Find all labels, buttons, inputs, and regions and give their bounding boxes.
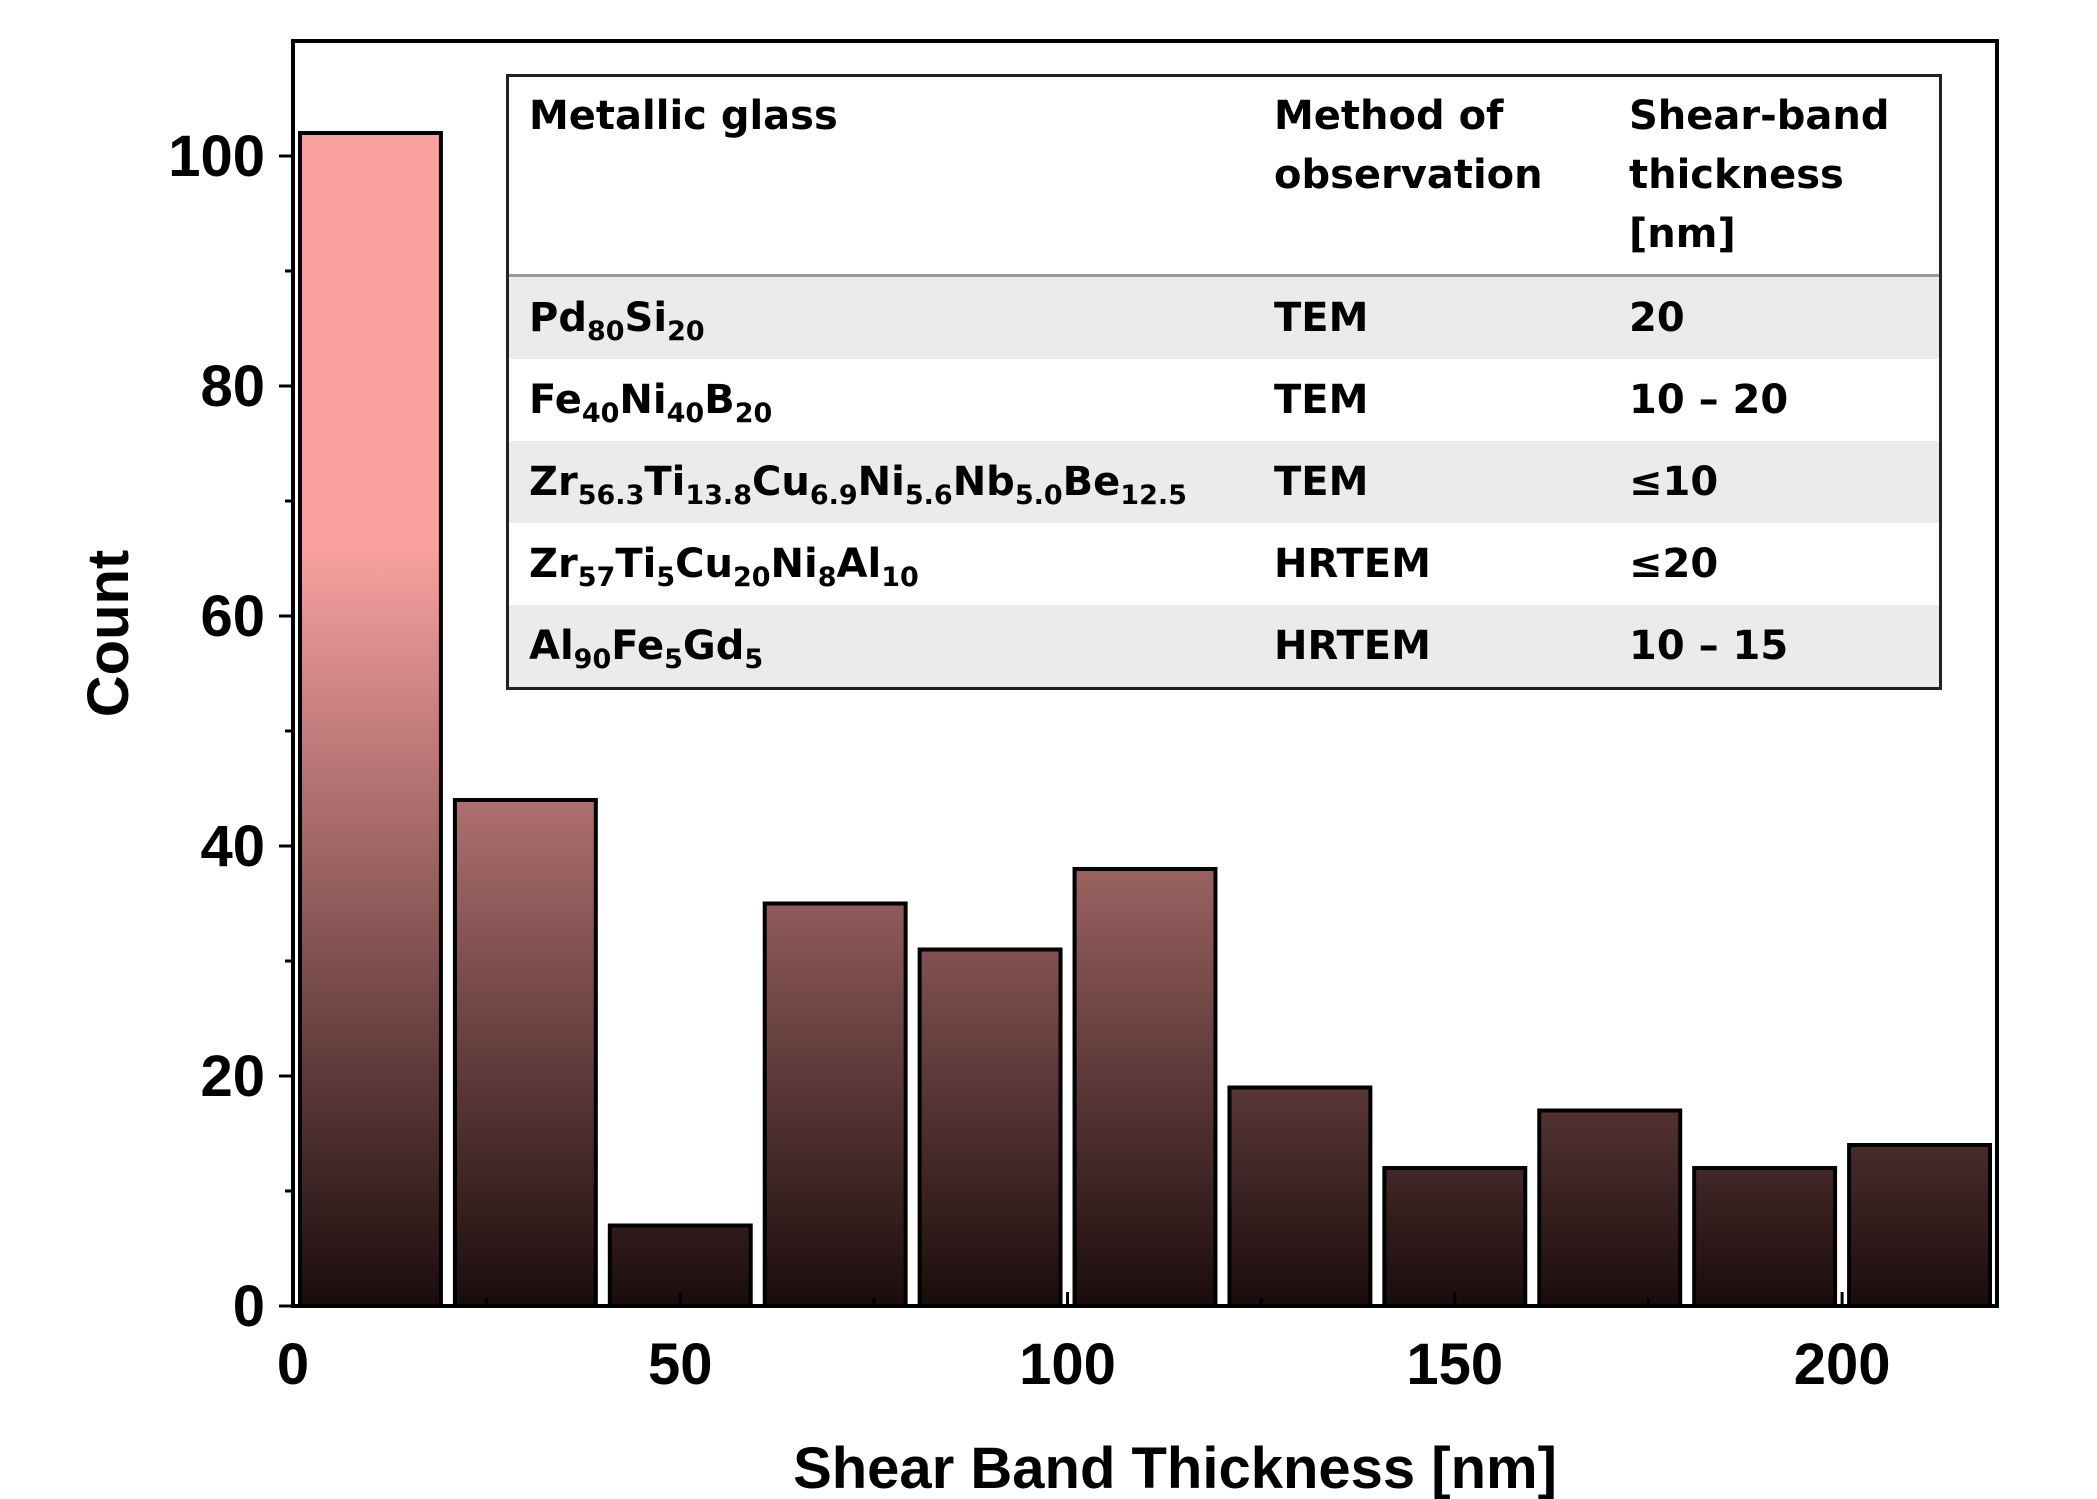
cell-metallic-glass: Al90Fe5Gd5: [509, 605, 1254, 687]
cell-method: HRTEM: [1274, 541, 1431, 587]
header-metallic-glass: Metallic glass: [509, 77, 1254, 277]
bar-1: [452, 798, 598, 1308]
bar-4: [917, 947, 1063, 1308]
cell-thickness: 20: [1609, 275, 1939, 359]
bar-6: [1227, 1085, 1373, 1308]
table-body: Pd80Si20 TEM 20 Fe40Ni40B20 TEM 10 – 20 Zr56.3…: [509, 275, 1939, 687]
inset-table: Metallic glass Method of observation She…: [506, 74, 1942, 690]
bar-10: [1847, 1143, 1993, 1308]
cell-method: TEM: [1274, 377, 1369, 423]
table-row: Zr57Ti5Cu20Ni8Al10 HRTEM ≤20: [509, 523, 1939, 605]
bar-0: [298, 131, 443, 1308]
plot-frame: [291, 39, 1999, 1308]
header-thickness: Shear-band thickness [nm]: [1609, 77, 1939, 277]
cell-thickness: ≤20: [1629, 541, 1719, 587]
y-tick-label: 100: [168, 124, 265, 189]
x-axis-title: Shear Band Thickness [nm]: [793, 1436, 1557, 1499]
x-tick-label: 100: [1019, 1332, 1116, 1397]
x-tick-label: 0: [277, 1332, 309, 1397]
header-method: Method of observation: [1254, 77, 1609, 277]
y-tick-label: 60: [200, 584, 265, 649]
x-tick-label: 50: [648, 1332, 713, 1397]
y-tick-label: 0: [233, 1274, 265, 1339]
y-tick-label: 40: [200, 814, 265, 879]
x-tick-label: 150: [1406, 1332, 1503, 1397]
y-axis: 0 20 40 60 80 100: [168, 124, 293, 1339]
table-row: Pd80Si20 TEM 20: [509, 275, 1939, 359]
cell-metallic-glass: Fe40Ni40B20: [529, 377, 773, 429]
cell-thickness: 10 – 20: [1629, 377, 1789, 423]
table-row: Al90Fe5Gd5 HRTEM 10 – 15: [509, 605, 1939, 687]
cell-metallic-glass: Zr57Ti5Cu20Ni8Al10: [529, 541, 919, 593]
cell-metallic-glass: Pd80Si20: [509, 275, 1254, 359]
cell-method: HRTEM: [1254, 605, 1609, 687]
x-tick-label: 200: [1794, 1332, 1891, 1397]
bar-7: [1382, 1166, 1528, 1308]
y-axis-title: Count: [76, 550, 141, 718]
bar-8: [1537, 1108, 1683, 1308]
bar-9: [1692, 1166, 1838, 1308]
cell-thickness: ≤10: [1609, 441, 1939, 523]
y-tick-label: 80: [200, 354, 265, 419]
cell-thickness: 10 – 15: [1609, 605, 1939, 687]
table-row: Fe40Ni40B20 TEM 10 – 20: [509, 359, 1939, 441]
cell-method: TEM: [1254, 275, 1609, 359]
table-row: Zr56.3Ti13.8Cu6.9Ni5.6Nb5.0Be12.5 TEM ≤10: [509, 441, 1939, 523]
table-header-row: Metallic glass Method of observation She…: [509, 77, 1939, 277]
bar-3: [762, 901, 908, 1308]
bars-group: [298, 131, 1993, 1308]
x-axis: 0 50 100 150 200: [277, 1292, 1891, 1397]
bar-5: [1072, 867, 1218, 1308]
y-tick-label: 20: [200, 1044, 265, 1109]
cell-metallic-glass: Zr56.3Ti13.8Cu6.9Ni5.6Nb5.0Be12.5: [509, 441, 1254, 523]
cell-method: TEM: [1254, 441, 1609, 523]
